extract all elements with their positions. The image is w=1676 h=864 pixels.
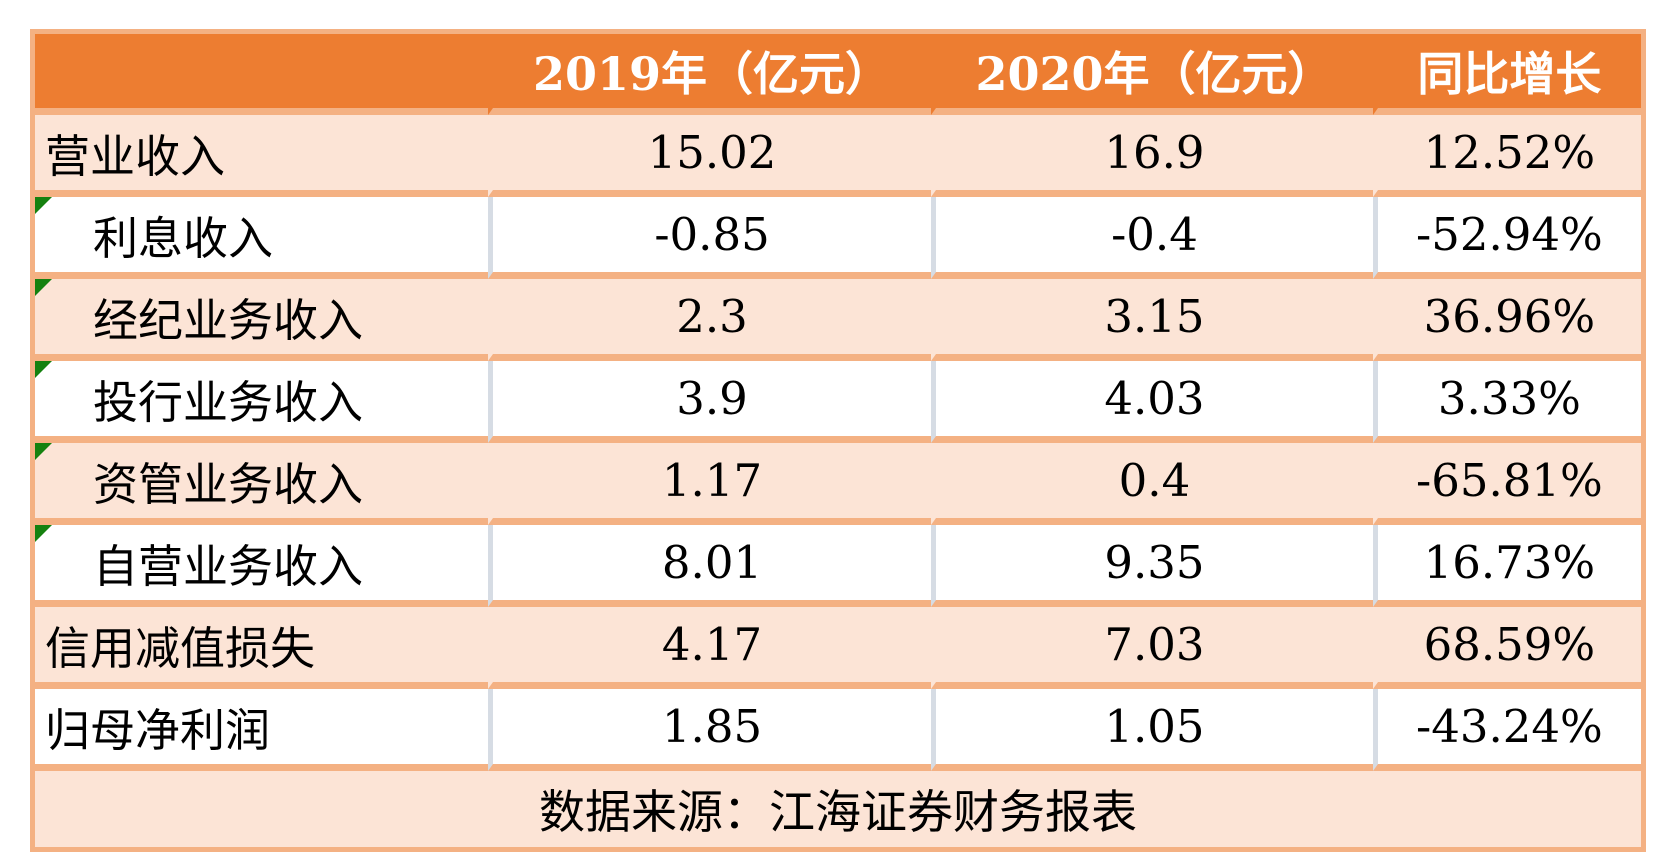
value-cell-yoy: -65.81% [1372,443,1641,525]
column-header-blank [35,34,488,115]
table-row: 信用减值损失 4.17 7.03 68.59% [35,607,1641,689]
row-label: 营业收入 [45,130,226,183]
row-label-cell: 自营业务收入 [35,525,488,607]
column-header-2019: 2019年（亿元） [487,34,932,115]
value-cell-yoy: 12.52% [1372,115,1641,197]
row-label: 信用减值损失 [45,622,316,675]
value-cell-2020: 16.9 [931,115,1373,197]
data-source-note: 数据来源：江海证券财务报表 [35,771,1641,847]
table-row: 利息收入 -0.85 -0.4 -52.94% [35,197,1641,279]
table-row: 营业收入 15.02 16.9 12.52% [35,115,1641,197]
row-label: 利息收入 [93,212,274,265]
column-header-yoy: 同比增长 [1372,34,1641,115]
green-corner-flag-icon [35,443,52,460]
value-cell-2020: 7.03 [931,607,1373,689]
row-label: 经纪业务收入 [93,294,364,347]
row-label: 自营业务收入 [93,540,364,593]
row-label-cell: 利息收入 [35,197,488,279]
row-label-cell: 归母净利润 [35,689,488,771]
value-cell-yoy: 16.73% [1372,525,1641,607]
value-cell-2019: 2.3 [487,279,932,361]
table-body: 营业收入 15.02 16.9 12.52% 利息收入 -0.85 -0.4 -52.94% 经… [35,115,1641,771]
financial-table: 2019年（亿元） 2020年（亿元） 同比增长 营业收入 15.02 16.9 12… [30,29,1646,852]
value-cell-2020: 0.4 [931,443,1373,525]
value-cell-2019: 15.02 [487,115,932,197]
green-corner-flag-icon [35,525,52,542]
value-cell-2020: 1.05 [931,689,1373,771]
table-row: 投行业务收入 3.9 4.03 3.33% [35,361,1641,443]
value-cell-2020: 3.15 [931,279,1373,361]
row-label-cell: 信用减值损失 [35,607,488,689]
row-label: 投行业务收入 [93,376,364,429]
row-label-cell: 经纪业务收入 [35,279,488,361]
column-header-2020: 2020年（亿元） [931,34,1373,115]
green-corner-flag-icon [35,279,52,296]
table-footer: 数据来源：江海证券财务报表 [35,771,1641,847]
value-cell-2020: -0.4 [931,197,1373,279]
green-corner-flag-icon [35,197,52,214]
table-row: 自营业务收入 8.01 9.35 16.73% [35,525,1641,607]
value-cell-2020: 9.35 [931,525,1373,607]
row-label-cell: 投行业务收入 [35,361,488,443]
value-cell-2019: 8.01 [487,525,932,607]
value-cell-2019: 1.17 [487,443,932,525]
row-label: 资管业务收入 [93,458,364,511]
value-cell-yoy: 68.59% [1372,607,1641,689]
table-row: 经纪业务收入 2.3 3.15 36.96% [35,279,1641,361]
value-cell-2019: 1.85 [487,689,932,771]
value-cell-2019: 3.9 [487,361,932,443]
table-row: 归母净利润 1.85 1.05 -43.24% [35,689,1641,771]
value-cell-yoy: -43.24% [1372,689,1641,771]
financial-table-container: 2019年（亿元） 2020年（亿元） 同比增长 营业收入 15.02 16.9 12… [30,29,1646,852]
table-header: 2019年（亿元） 2020年（亿元） 同比增长 [35,34,1641,115]
header-row: 2019年（亿元） 2020年（亿元） 同比增长 [35,34,1641,115]
value-cell-2019: 4.17 [487,607,932,689]
row-label-cell: 资管业务收入 [35,443,488,525]
value-cell-2019: -0.85 [487,197,932,279]
value-cell-yoy: -52.94% [1372,197,1641,279]
footer-row: 数据来源：江海证券财务报表 [35,771,1641,847]
row-label: 归母净利润 [45,704,271,757]
row-label-cell: 营业收入 [35,115,488,197]
value-cell-2020: 4.03 [931,361,1373,443]
green-corner-flag-icon [35,361,52,378]
value-cell-yoy: 3.33% [1372,361,1641,443]
value-cell-yoy: 36.96% [1372,279,1641,361]
table-row: 资管业务收入 1.17 0.4 -65.81% [35,443,1641,525]
